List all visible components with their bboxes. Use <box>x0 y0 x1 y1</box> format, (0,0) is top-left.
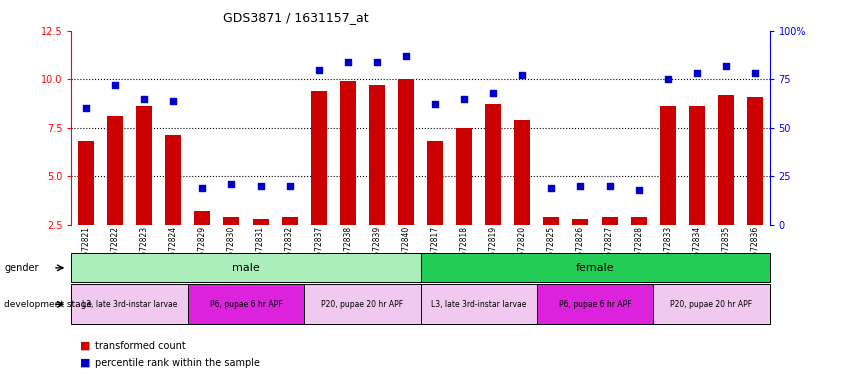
Bar <box>166 136 182 225</box>
Bar <box>631 217 647 225</box>
Point <box>225 181 238 187</box>
Text: L3, late 3rd-instar larvae: L3, late 3rd-instar larvae <box>82 300 177 309</box>
Point <box>516 72 529 78</box>
Bar <box>224 217 240 225</box>
Bar <box>252 219 268 225</box>
Text: percentile rank within the sample: percentile rank within the sample <box>95 358 260 368</box>
Point <box>341 59 355 65</box>
Bar <box>398 79 414 225</box>
Bar <box>136 106 152 225</box>
Bar <box>282 217 298 225</box>
Bar <box>601 217 617 225</box>
Point <box>196 185 209 191</box>
Bar <box>340 81 356 225</box>
Point <box>603 183 616 189</box>
Point <box>661 76 674 82</box>
Text: L3, late 3rd-instar larvae: L3, late 3rd-instar larvae <box>431 300 526 309</box>
Text: male: male <box>232 263 260 273</box>
Text: P20, pupae 20 hr APF: P20, pupae 20 hr APF <box>670 300 753 309</box>
Point <box>574 183 587 189</box>
Point <box>167 98 180 104</box>
Point <box>719 63 733 69</box>
Text: P6, pupae 6 hr APF: P6, pupae 6 hr APF <box>558 300 632 309</box>
Text: ■: ■ <box>80 341 90 351</box>
Point <box>370 59 383 65</box>
Point <box>545 185 558 191</box>
Text: gender: gender <box>4 263 39 273</box>
Point <box>486 90 500 96</box>
Bar <box>369 85 385 225</box>
Text: development stage: development stage <box>4 300 93 309</box>
Bar <box>747 97 763 225</box>
Point <box>748 70 762 76</box>
Point <box>283 183 296 189</box>
Text: GDS3871 / 1631157_at: GDS3871 / 1631157_at <box>223 12 368 25</box>
Bar <box>107 116 123 225</box>
Text: P20, pupae 20 hr APF: P20, pupae 20 hr APF <box>321 300 404 309</box>
Text: P6, pupae 6 hr APF: P6, pupae 6 hr APF <box>209 300 283 309</box>
Text: ■: ■ <box>80 358 90 368</box>
Text: transformed count: transformed count <box>95 341 186 351</box>
Point <box>428 101 442 108</box>
Point <box>399 53 413 59</box>
Bar <box>689 106 705 225</box>
Bar <box>543 217 559 225</box>
Bar <box>310 91 326 225</box>
Bar <box>573 219 589 225</box>
Bar <box>456 127 472 225</box>
Bar <box>718 95 734 225</box>
Point <box>458 96 471 102</box>
Point <box>79 105 93 111</box>
Bar <box>485 104 501 225</box>
Bar <box>515 120 531 225</box>
Point <box>632 187 645 193</box>
Bar <box>659 106 675 225</box>
Bar <box>78 141 94 225</box>
Point <box>254 183 267 189</box>
Point <box>108 82 122 88</box>
Point <box>137 96 151 102</box>
Bar <box>194 211 210 225</box>
Bar <box>427 141 443 225</box>
Point <box>312 66 325 73</box>
Text: female: female <box>576 263 614 273</box>
Point <box>690 70 704 76</box>
